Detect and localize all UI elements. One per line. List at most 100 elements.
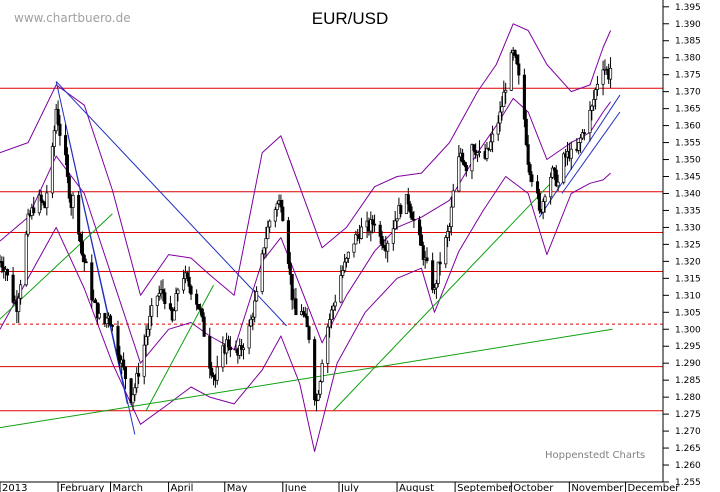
candle-111 [288, 252, 292, 285]
candle-135 [352, 243, 356, 258]
candle-96 [249, 314, 253, 327]
trendline-blue-4 [561, 111, 621, 194]
trendline-blue-0 [55, 81, 287, 327]
candle-52 [133, 383, 137, 402]
candle-69 [176, 287, 180, 302]
candle-body [601, 69, 605, 85]
candle-body [373, 223, 377, 226]
candle-body [313, 339, 317, 401]
candle-body [359, 226, 364, 239]
x-tick-label: December [628, 483, 681, 492]
candle-76 [196, 304, 201, 310]
candle-97 [251, 312, 255, 331]
candle-186 [485, 142, 489, 162]
x-tick-label: 2013 [2, 483, 27, 492]
y-tick-label: 1.330 [675, 223, 701, 233]
candle-55 [142, 334, 146, 385]
candle-227 [592, 90, 596, 111]
trendline-blue-2 [66, 132, 128, 405]
candle-body [135, 373, 139, 389]
candle-body [371, 219, 375, 225]
candle-150 [391, 220, 395, 251]
candle-body [97, 313, 101, 319]
candle-body [382, 245, 386, 249]
candle-body [95, 302, 99, 319]
candle-197 [513, 49, 517, 58]
candle-body [200, 308, 204, 318]
candle-175 [457, 144, 461, 193]
candle-body [341, 270, 345, 276]
candle-body [326, 326, 330, 364]
candle-body [155, 295, 159, 306]
y-tick-label: 1.360 [675, 122, 701, 132]
candle-16 [39, 190, 43, 211]
candle-129 [333, 294, 337, 312]
candle-4 [5, 268, 10, 281]
x-tick-label: June [284, 483, 307, 492]
candle-61 [157, 285, 161, 301]
y-tick-label: 1.365 [675, 105, 701, 115]
candle-body [26, 213, 30, 235]
candle-228 [594, 87, 598, 110]
candle-body [421, 245, 425, 260]
candle-116 [301, 307, 305, 318]
candles [0, 47, 613, 412]
candle-88 [226, 335, 231, 351]
candle-body [535, 181, 540, 194]
candle-33 [82, 253, 86, 272]
candle-30 [77, 191, 81, 242]
y-tick-label: 1.355 [675, 139, 701, 149]
candle-body [189, 285, 193, 295]
candle-58 [148, 305, 152, 336]
candle-123 [318, 379, 322, 399]
candle-body [39, 194, 43, 202]
candle-body [64, 135, 68, 156]
candle-27 [67, 172, 71, 203]
candle-body [45, 192, 49, 209]
candle-body [131, 394, 135, 404]
x-tick-label: February [60, 483, 104, 492]
candle-145 [378, 221, 382, 244]
candle-body [32, 207, 36, 214]
candle-body [273, 209, 277, 222]
candle-56 [144, 325, 148, 356]
x-tick-label: September [457, 483, 513, 492]
candle-body [524, 118, 528, 146]
candle-174 [451, 183, 455, 208]
candle-181 [472, 143, 476, 153]
candle-body [168, 303, 172, 310]
candle-134 [346, 251, 350, 263]
candle-body [56, 108, 60, 125]
candle-179 [464, 162, 468, 177]
candle-19 [45, 184, 49, 216]
candle-body [513, 50, 517, 56]
candle-131 [341, 265, 345, 279]
candle-230 [601, 60, 605, 96]
candle-9 [19, 279, 23, 305]
candle-189 [491, 125, 495, 153]
candle-body [226, 339, 231, 348]
bollinger-lower [0, 172, 611, 452]
candle-body [380, 236, 384, 246]
candle-70 [181, 269, 186, 294]
candle-body [419, 234, 423, 246]
candle-192 [500, 96, 504, 121]
candle-body [328, 319, 332, 328]
candle-159 [412, 210, 416, 229]
candle-45 [116, 320, 120, 360]
candle-body [255, 291, 259, 302]
candle-body [432, 287, 437, 290]
candle-body [457, 156, 461, 192]
y-tick-label: 1.280 [675, 393, 701, 403]
candle-body [444, 237, 448, 265]
candle-body [438, 261, 442, 265]
candle-222 [579, 134, 583, 153]
candle-body [434, 283, 438, 289]
candle-202 [526, 134, 530, 173]
candle-78 [200, 307, 204, 322]
candle-14 [32, 196, 36, 216]
candle-body [290, 273, 294, 301]
candle-body [464, 164, 468, 172]
candle-165 [431, 252, 435, 294]
candle-72 [185, 270, 189, 282]
